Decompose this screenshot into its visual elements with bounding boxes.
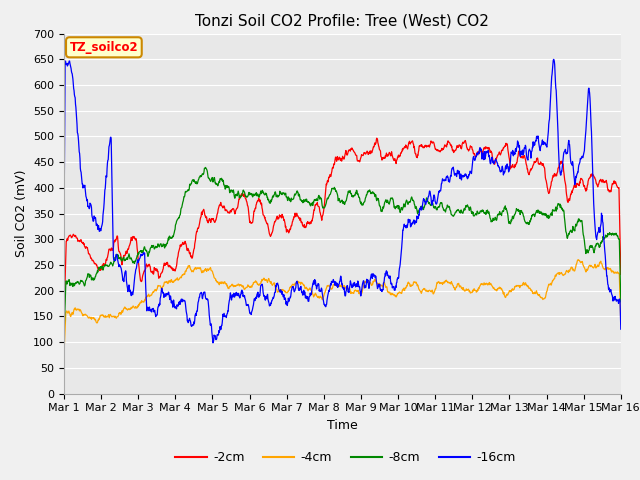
Title: Tonzi Soil CO2 Profile: Tree (West) CO2: Tonzi Soil CO2 Profile: Tree (West) CO2: [195, 13, 490, 28]
X-axis label: Time: Time: [327, 419, 358, 432]
Y-axis label: Soil CO2 (mV): Soil CO2 (mV): [15, 170, 28, 257]
Text: TZ_soilco2: TZ_soilco2: [70, 41, 138, 54]
Legend: -2cm, -4cm, -8cm, -16cm: -2cm, -4cm, -8cm, -16cm: [170, 446, 521, 469]
